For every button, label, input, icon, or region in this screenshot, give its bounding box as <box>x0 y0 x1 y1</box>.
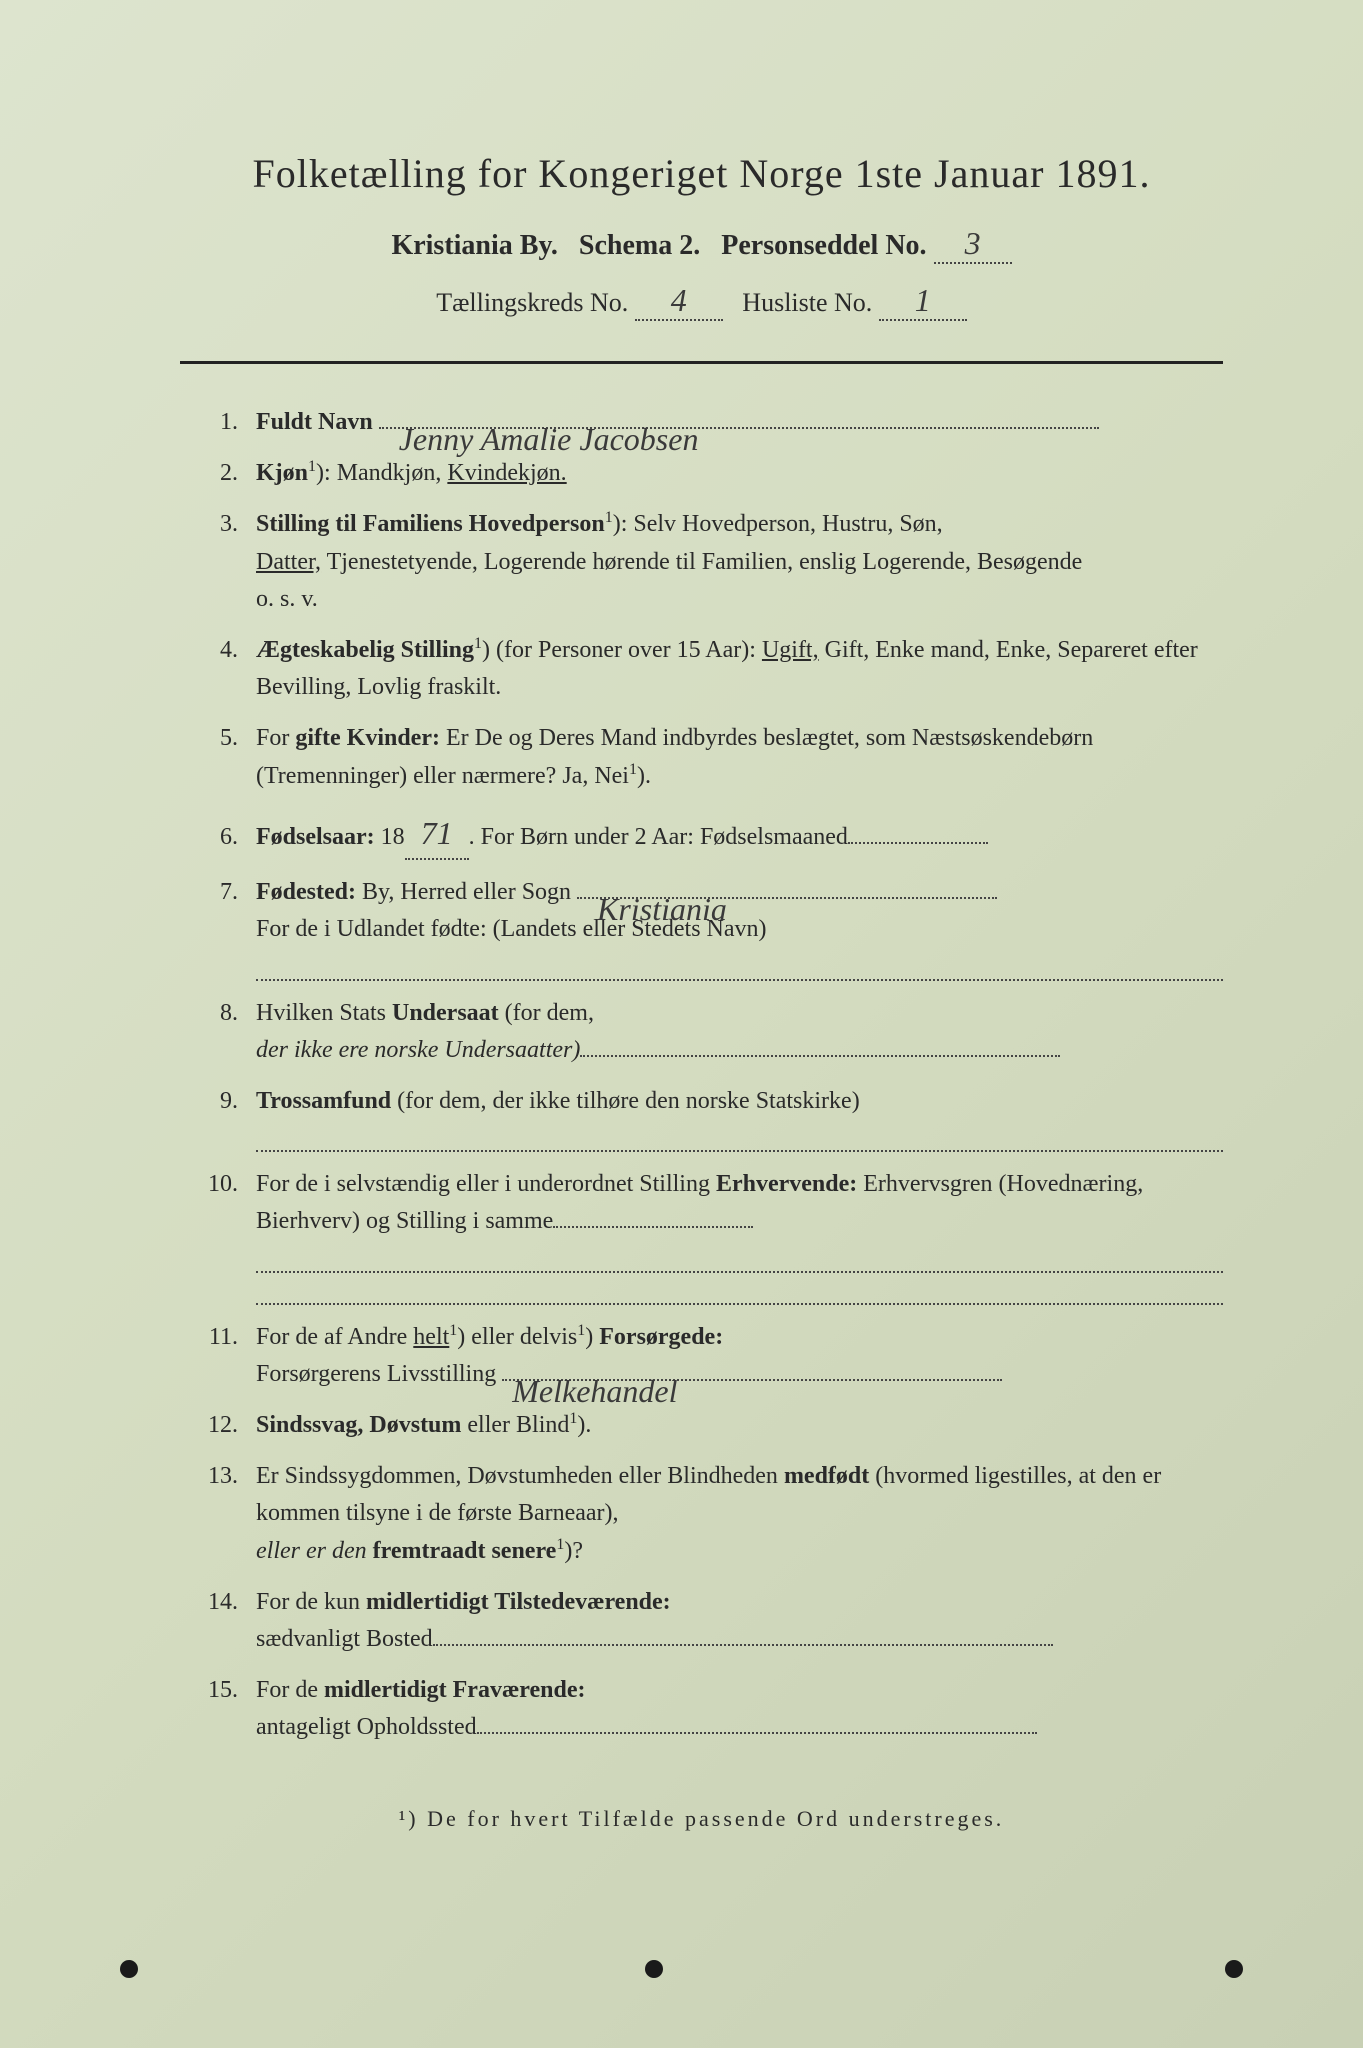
field-num: 12. <box>180 1407 256 1444</box>
prefix: For <box>256 725 295 751</box>
field-label: Kjøn <box>256 460 308 486</box>
footnote-text: De for hvert Tilfælde passende Ord under… <box>427 1806 1004 1831</box>
text: For de i selvstændig eller i underordnet… <box>256 1171 716 1197</box>
suffix: )? <box>564 1538 583 1564</box>
bold: Undersaat <box>392 1000 499 1026</box>
bold: midlertidigt Fraværende: <box>324 1677 586 1703</box>
text: (for dem, der ikke tilhøre den norske St… <box>391 1088 860 1114</box>
subtitle-row: Kristiania By. Schema 2. Personseddel No… <box>180 225 1223 264</box>
text: For de af Andre <box>256 1324 413 1350</box>
personseddel-label: Personseddel No. <box>721 230 926 261</box>
field-label: Ægteskabelig Stilling <box>256 637 474 663</box>
field-num: 13. <box>180 1458 256 1495</box>
field-label: Fødselsaar: <box>256 824 375 850</box>
text: (for dem, <box>499 1000 594 1026</box>
field-11: 11. For de af Andre helt1) eller delvis1… <box>180 1319 1223 1393</box>
prefix: 18 <box>375 824 405 850</box>
field-9: 9. Trossamfund (for dem, der ikke tilhør… <box>180 1083 1223 1152</box>
bold: fremtraadt senere <box>373 1538 557 1564</box>
suffix: ). <box>637 763 651 789</box>
birthplace-value: Kristiania <box>597 885 727 935</box>
field-label: Trossamfund <box>256 1088 391 1114</box>
subtitle2-row: Tællingskreds No. 4 Husliste No. 1 <box>180 282 1223 321</box>
field-num: 10. <box>180 1166 256 1203</box>
text: Tjenestetyende, Logerende hørende til Fa… <box>321 549 1082 575</box>
field-num: 11. <box>180 1319 256 1356</box>
punch-hole <box>1225 1960 1243 1978</box>
field-12: 12. Sindssvag, Døvstum eller Blind1). <box>180 1407 1223 1444</box>
field-3: 3. Stilling til Familiens Hovedperson1):… <box>180 506 1223 618</box>
text: sædvanligt Bosted <box>256 1626 433 1652</box>
text: . For Børn under 2 Aar: Fødselsmaaned <box>469 824 848 850</box>
field-label: Fuldt Navn <box>256 409 373 435</box>
field-num: 5. <box>180 720 256 757</box>
field-num: 1. <box>180 404 256 441</box>
bold: medfødt <box>784 1463 869 1489</box>
text: antageligt Opholdssted <box>256 1714 477 1740</box>
field-num: 14. <box>180 1584 256 1621</box>
census-form-page: Folketælling for Kongeriget Norge 1ste J… <box>0 0 1363 2048</box>
field-2: 2. Kjøn1): Mandkjøn, Kvindekjøn. <box>180 455 1223 492</box>
field-14: 14. For de kun midlertidigt Tilstedevære… <box>180 1584 1223 1658</box>
field-num: 8. <box>180 995 256 1032</box>
main-title: Folketælling for Kongeriget Norge 1ste J… <box>180 150 1223 197</box>
text: Er Sindssygdommen, Døvstumheden eller Bl… <box>256 1463 784 1489</box>
selected-option: Ugift, <box>762 637 819 663</box>
divider <box>180 361 1223 364</box>
text: ) eller delvis <box>457 1324 577 1350</box>
text: For de <box>256 1677 324 1703</box>
field-7: 7. Fødested: By, Herred eller Sogn Krist… <box>180 874 1223 980</box>
field-label: Fødested: <box>256 879 356 905</box>
field-10: 10. For de i selvstændig eller i underor… <box>180 1166 1223 1304</box>
taellingskreds-no: 4 <box>635 282 723 321</box>
punch-hole <box>120 1960 138 1978</box>
field-15: 15. For de midlertidigt Fraværende: anta… <box>180 1672 1223 1746</box>
field-label: Sindssvag, Døvstum <box>256 1412 461 1438</box>
field-num: 9. <box>180 1083 256 1120</box>
field-label: gifte Kvinder: <box>295 725 440 751</box>
schema-label: Schema 2. <box>579 230 700 261</box>
text: ): Selv Hovedperson, Hustru, Søn, <box>613 511 943 537</box>
birth-year: 71 <box>405 809 469 861</box>
city-label: Kristiania By. <box>391 230 557 261</box>
field-num: 4. <box>180 632 256 669</box>
text: ) <box>585 1324 599 1350</box>
text: ) (for Personer over 15 Aar): <box>482 637 762 663</box>
text: For de kun <box>256 1589 366 1615</box>
field-8: 8. Hvilken Stats Undersaat (for dem, der… <box>180 995 1223 1069</box>
bold: midlertidigt Tilstedeværende: <box>366 1589 671 1615</box>
punch-hole <box>645 1960 663 1978</box>
bold: Forsørgede: <box>599 1324 723 1350</box>
taellingskreds-label: Tællingskreds No. <box>436 288 628 317</box>
field-5: 5. For gifte Kvinder: Er De og Deres Man… <box>180 720 1223 794</box>
bold: Erhvervende: <box>716 1171 857 1197</box>
text: der ikke ere norske Undersaatter) <box>256 1037 580 1063</box>
name-value: Jenny Amalie Jacobsen <box>399 415 699 465</box>
field-4: 4. Ægteskabelig Stilling1) (for Personer… <box>180 632 1223 706</box>
text: Hvilken Stats <box>256 1000 392 1026</box>
footnote: ¹) De for hvert Tilfælde passende Ord un… <box>180 1806 1223 1832</box>
text: By, Herred eller Sogn <box>356 879 571 905</box>
field-label: Stilling til Familiens Hovedperson <box>256 511 605 537</box>
selected-option: Datter, <box>256 549 321 575</box>
field-num: 7. <box>180 874 256 911</box>
u: helt <box>413 1324 449 1350</box>
husliste-label: Husliste No. <box>742 288 872 317</box>
text: Forsørgerens Livsstilling <box>256 1361 496 1387</box>
provider-occupation: Melkehandel <box>512 1367 677 1417</box>
footnote-marker: ¹) <box>399 1806 419 1831</box>
field-6: 6. Fødselsaar: 1871. For Børn under 2 Aa… <box>180 809 1223 861</box>
field-13: 13. Er Sindssygdommen, Døvstumheden elle… <box>180 1458 1223 1570</box>
personseddel-no: 3 <box>934 225 1012 264</box>
husliste-no: 1 <box>879 282 967 321</box>
text: o. s. v. <box>256 586 318 612</box>
text: eller er den <box>256 1538 373 1564</box>
field-1: 1. Fuldt Navn Jenny Amalie Jacobsen <box>180 404 1223 441</box>
field-num: 15. <box>180 1672 256 1709</box>
field-num: 3. <box>180 506 256 543</box>
field-num: 6. <box>180 819 256 856</box>
field-num: 2. <box>180 455 256 492</box>
